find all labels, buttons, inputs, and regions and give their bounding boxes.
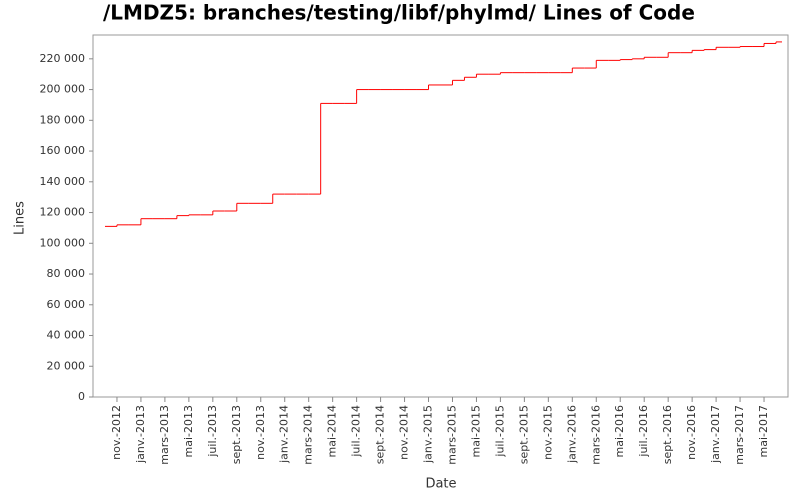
- x-tick-label: nov.-2016: [685, 405, 698, 460]
- y-tick-label: 180 000: [40, 113, 86, 126]
- chart-title: /LMDZ5: branches/testing/libf/phylmd/ Li…: [103, 1, 695, 25]
- x-tick-label: mars-2016: [589, 405, 602, 465]
- x-tick-label: janv.-2016: [565, 405, 578, 464]
- y-tick-label: 120 000: [40, 206, 86, 219]
- x-tick-label: janv.-2015: [422, 405, 435, 464]
- y-tick-label: 160 000: [40, 144, 86, 157]
- x-tick-label: nov.-2014: [398, 405, 411, 460]
- y-tick-label: 200 000: [40, 83, 86, 96]
- x-tick-label: janv.-2013: [134, 405, 147, 464]
- y-tick-label: 220 000: [40, 52, 86, 65]
- y-tick-label: 140 000: [40, 175, 86, 188]
- x-tick-label: mai-2014: [326, 405, 339, 457]
- x-tick-label: juil.-2013: [206, 405, 219, 458]
- x-tick-label: mars-2015: [445, 405, 458, 465]
- x-tick-label: nov.-2013: [254, 405, 267, 460]
- x-tick-label: juil.-2016: [637, 405, 650, 458]
- x-tick-label: juil.-2014: [350, 405, 363, 458]
- x-tick-label: janv.-2017: [709, 405, 722, 464]
- x-tick-label: sept.-2014: [374, 405, 387, 464]
- x-tick-label: mars-2013: [158, 405, 171, 465]
- y-tick-label: 40 000: [47, 329, 86, 342]
- x-tick-label: mai-2016: [613, 405, 626, 457]
- x-tick-label: sept.-2015: [517, 405, 530, 464]
- x-tick-label: sept.-2016: [661, 405, 674, 464]
- x-tick-label: nov.-2012: [110, 405, 123, 460]
- x-tick-label: mars-2017: [733, 405, 746, 465]
- x-tick-label: mai-2015: [469, 405, 482, 457]
- x-tick-label: janv.-2014: [278, 405, 291, 464]
- plot-area: [92, 34, 789, 398]
- y-tick-label: 80 000: [47, 267, 86, 280]
- y-tick-label: 0: [78, 390, 85, 403]
- x-tick-label: juil.-2015: [493, 405, 506, 458]
- y-tick-label: 60 000: [47, 298, 86, 311]
- x-tick-label: nov.-2015: [541, 405, 554, 460]
- y-tick-label: 100 000: [40, 236, 86, 249]
- x-tick-label: mars-2014: [302, 405, 315, 465]
- x-axis-title: Date: [425, 477, 456, 492]
- x-tick-label: mai-2017: [757, 405, 770, 457]
- y-axis-title: Lines: [13, 201, 28, 235]
- y-tick-label: 20 000: [47, 359, 86, 372]
- x-tick-label: sept.-2013: [230, 405, 243, 464]
- x-tick-label: mai-2013: [182, 405, 195, 457]
